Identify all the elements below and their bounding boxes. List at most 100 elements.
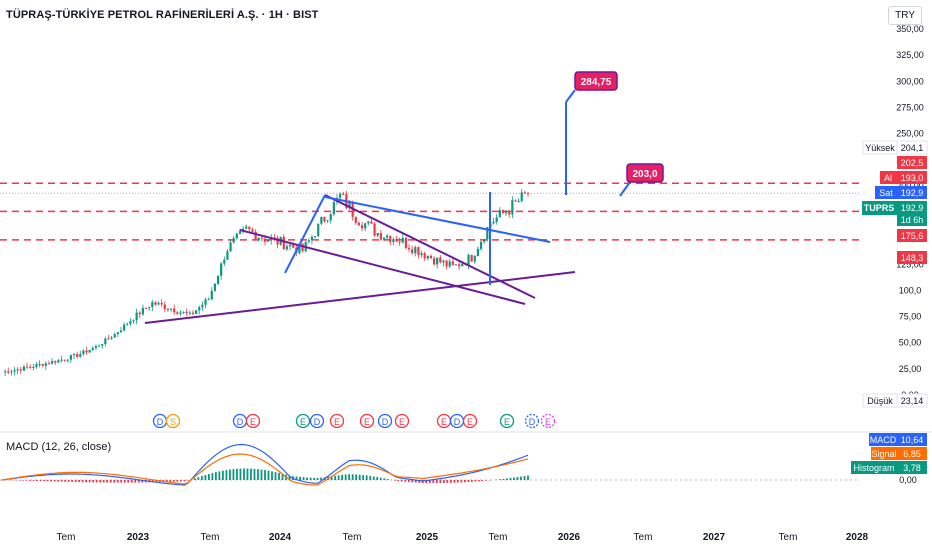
- histogram-bar: [369, 475, 372, 480]
- target-callout-pointer: [565, 89, 576, 103]
- blue-resistance-line[interactable]: [324, 196, 551, 243]
- histogram-bar: [197, 477, 200, 480]
- earnings-marker[interactable]: E: [245, 413, 261, 429]
- symbol-title[interactable]: TÜPRAŞ-TÜRKİYE PETROL RAFİNERİLERİ A.Ş. …: [6, 9, 319, 21]
- histogram-bar: [407, 480, 410, 483]
- candle-body: [323, 216, 326, 222]
- dividend-marker[interactable]: D: [152, 413, 168, 429]
- histogram-bar: [316, 477, 319, 480]
- high-value-box: [896, 140, 928, 155]
- event-marker-letter: D: [454, 417, 461, 427]
- candle-body: [382, 237, 386, 240]
- earnings-marker[interactable]: E: [462, 413, 478, 429]
- candle-body: [154, 302, 157, 305]
- candle-body: [41, 364, 44, 366]
- lower-trendline[interactable]: [144, 271, 576, 324]
- histogram-bar: [397, 480, 400, 482]
- earnings-marker[interactable]: E: [329, 413, 345, 429]
- candle-body: [176, 312, 179, 314]
- rise-leg-line[interactable]: [284, 194, 326, 274]
- candle-body: [379, 232, 382, 240]
- earnings-marker[interactable]: E: [499, 413, 515, 429]
- candle-body: [235, 233, 238, 239]
- candle-body: [198, 307, 201, 311]
- candle-body: [429, 255, 433, 259]
- earnings-marker[interactable]: E: [295, 413, 311, 429]
- histogram-bar: [520, 476, 522, 480]
- candle-body: [376, 232, 379, 236]
- falling-wedge-line[interactable]: [324, 194, 536, 299]
- level2-value: 175,6: [901, 231, 924, 241]
- time-axis[interactable]: Tem 2023 Tem 2024 Tem 2025 Tem 2026 Tem 2027 Tem 20…: [57, 532, 869, 543]
- horizontal-levels[interactable]: [0, 182, 860, 241]
- histogram-bar: [358, 474, 361, 480]
- histogram-bar: [130, 480, 133, 483]
- histogram-bar: [463, 480, 466, 483]
- candle-body: [29, 367, 32, 369]
- macd-badge-value-box: [897, 433, 927, 446]
- target-mid-callout[interactable]: 203,0: [626, 163, 664, 183]
- dividend-marker[interactable]: D: [449, 413, 465, 429]
- histogram-bar: [186, 480, 189, 481]
- candle-body: [288, 244, 292, 247]
- candle-body: [151, 302, 154, 308]
- candle-body: [216, 275, 220, 284]
- dividend-marker[interactable]: D: [309, 413, 325, 429]
- target-high-callout[interactable]: 284,75: [574, 71, 618, 91]
- candle-body: [332, 202, 335, 215]
- candle-body: [110, 337, 113, 339]
- candle-body: [473, 255, 476, 262]
- candle-body: [401, 237, 404, 243]
- earnings-marker[interactable]: E: [359, 413, 375, 429]
- earnings-marker[interactable]: E: [436, 413, 452, 429]
- candle-body: [439, 257, 442, 263]
- macd-badge-value-box: [897, 447, 927, 460]
- histogram-bar: [120, 480, 123, 483]
- candle-body: [79, 354, 82, 357]
- split-marker[interactable]: S: [165, 413, 181, 429]
- candle-body: [448, 261, 451, 267]
- histogram-bar: [467, 480, 470, 483]
- histogram-bar: [257, 469, 259, 480]
- candle-body: [207, 299, 210, 301]
- low-value: 23,14: [901, 396, 924, 406]
- price-tick: 100,0: [899, 285, 922, 295]
- earnings-marker[interactable]: E: [394, 413, 410, 429]
- histogram-bar: [481, 480, 484, 481]
- event-marker-letter: E: [504, 417, 510, 427]
- upper-wedge-line[interactable]: [239, 229, 526, 305]
- histogram-bar: [225, 470, 228, 480]
- candle-body: [436, 257, 439, 265]
- histogram-bar: [134, 480, 137, 483]
- candle-body: [97, 345, 101, 347]
- candle-body: [423, 253, 426, 259]
- histogram-bar: [109, 480, 112, 483]
- histogram-bar: [320, 477, 323, 480]
- candle-body: [511, 200, 514, 215]
- earnings-marker[interactable]: E: [540, 413, 556, 429]
- histogram-bar: [260, 469, 263, 480]
- histogram-bar: [239, 468, 242, 480]
- histogram-bar: [513, 477, 515, 480]
- candle-body: [479, 241, 483, 249]
- dividend-marker[interactable]: D: [524, 413, 540, 429]
- candle-body: [132, 320, 135, 322]
- currency-button[interactable]: TRY: [888, 6, 922, 25]
- dividend-marker[interactable]: D: [232, 413, 248, 429]
- drawings[interactable]: [144, 89, 631, 324]
- histogram-bar: [200, 476, 203, 480]
- event-marker-letter: E: [334, 417, 340, 427]
- macd-indicator-label[interactable]: MACD (12, 26, close): [6, 441, 112, 453]
- candle-series: [4, 189, 530, 377]
- histogram-bar: [78, 480, 81, 483]
- symbol-price: 192,9: [901, 203, 924, 213]
- histogram-bar: [274, 472, 277, 480]
- time-tick: 2023: [127, 532, 150, 543]
- candle-body: [126, 323, 129, 325]
- histogram-bar: [165, 480, 168, 482]
- dividend-marker[interactable]: D: [377, 413, 393, 429]
- histogram-bar: [32, 480, 35, 481]
- candle-body: [169, 308, 173, 310]
